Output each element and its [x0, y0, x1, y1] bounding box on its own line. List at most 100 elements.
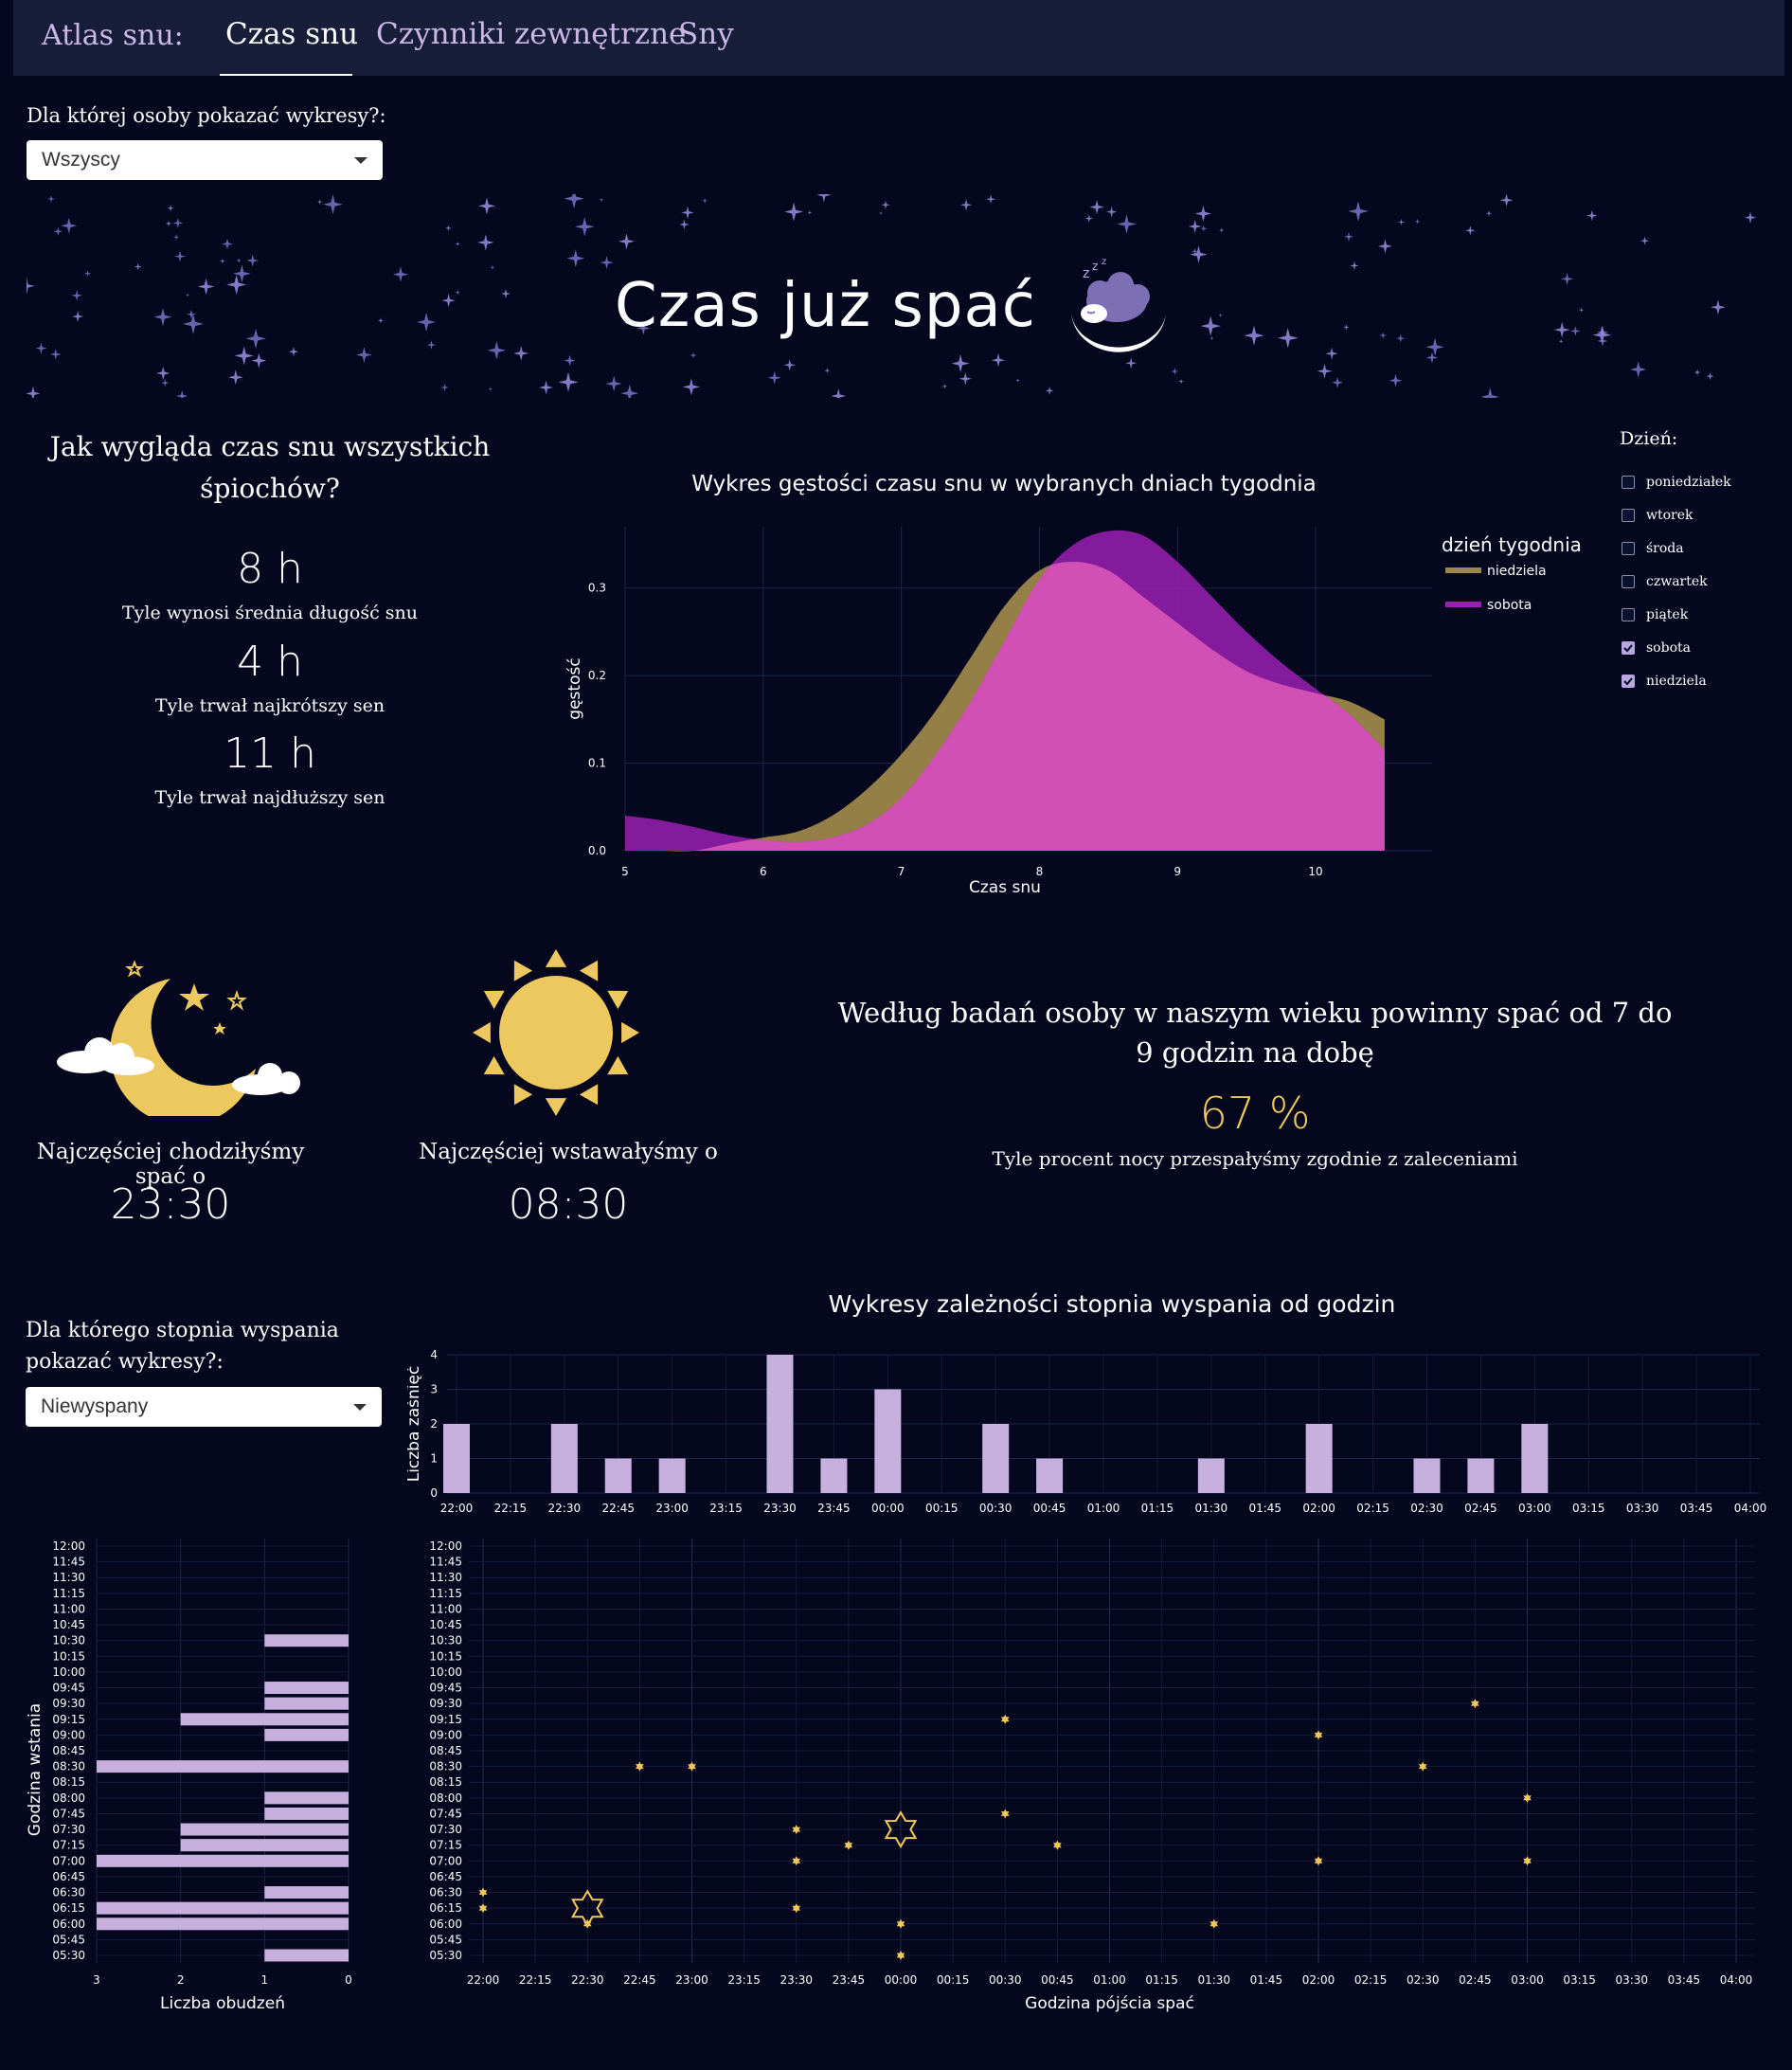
- x-tick-label: 23:00: [675, 1973, 708, 1987]
- rested-select-label: Dla którego stopnia wyspania pokazać wyk…: [26, 1319, 339, 1374]
- tab-czynniki-zewnetrzne[interactable]: Czynniki zewnętrzne: [376, 17, 687, 51]
- day-checkbox[interactable]: [1622, 607, 1635, 621]
- y-tick-label: 10:15: [429, 1649, 462, 1663]
- star-icon: [392, 266, 409, 282]
- x-tick-label: 00:15: [925, 1502, 959, 1515]
- moon-with-clouds-icon: [57, 960, 300, 1116]
- avg-sleep-caption: Tyle wynosi średnia długość snu: [121, 603, 419, 623]
- bar-07:00: [97, 1854, 349, 1867]
- y-tick-label: 0.1: [588, 757, 606, 770]
- day-checkbox[interactable]: [1622, 508, 1635, 522]
- bar-05:30: [264, 1949, 349, 1962]
- chevron-down-icon: [354, 156, 367, 164]
- x-tick-label: 0: [345, 1973, 352, 1987]
- star-icon: [1592, 325, 1612, 345]
- star-icon: [951, 354, 970, 373]
- star-icon: [455, 241, 460, 246]
- star-icon: [1561, 272, 1574, 285]
- day-checkbox[interactable]: [1622, 674, 1635, 688]
- scatter-point: [1053, 1840, 1062, 1850]
- day-checkbox[interactable]: [1622, 541, 1635, 555]
- sun-ray: [621, 1021, 639, 1044]
- rested-select[interactable]: Niewyspany: [26, 1387, 382, 1427]
- star-icon: [1553, 321, 1570, 338]
- legend-label-niedziela: niedziela: [1487, 564, 1547, 579]
- scatter-point: [1523, 1792, 1532, 1803]
- y-tick-label: 08:00: [52, 1791, 85, 1805]
- day-option-3[interactable]: czwartek: [1622, 565, 1731, 598]
- day-option-6[interactable]: niedziela: [1622, 664, 1731, 697]
- scatter-point-large: [884, 1810, 918, 1849]
- star-icon: [679, 219, 690, 230]
- star-icon: [1744, 211, 1757, 224]
- star-icon: [172, 218, 184, 228]
- star-icon: [1244, 325, 1264, 346]
- bar-02:30: [1413, 1458, 1441, 1493]
- bar-23:30: [766, 1355, 794, 1493]
- x-tick-label: 01:45: [1250, 1973, 1283, 1987]
- day-label: środa: [1646, 540, 1684, 556]
- star-icon: [488, 387, 493, 391]
- star-icon: [1425, 351, 1439, 364]
- y-tick-label: 12:00: [52, 1539, 85, 1553]
- falling-asleep-bar-chart: Wykresy zależności stopnia wyspania od g…: [407, 1290, 1766, 1515]
- y-tick-label: 11:15: [52, 1587, 85, 1600]
- day-option-1[interactable]: wtorek: [1622, 498, 1731, 531]
- scatter-point: [1418, 1761, 1427, 1772]
- tab-sny[interactable]: Sny: [678, 17, 734, 51]
- day-checkbox[interactable]: [1622, 475, 1635, 489]
- banner-title: Czas już spać: [615, 271, 1036, 341]
- y-tick-label: 08:45: [429, 1744, 462, 1757]
- star-icon: [991, 353, 1006, 368]
- day-label: czwartek: [1646, 573, 1708, 589]
- y-tick-label: 11:30: [429, 1571, 462, 1584]
- bar-22:45: [604, 1458, 632, 1493]
- legend-title: dzień tygodnia: [1442, 533, 1582, 556]
- star-icon: [316, 199, 323, 205]
- star-icon: [879, 211, 884, 215]
- star-icon: [1178, 378, 1184, 385]
- bed-time-caption: Najczęściej chodziłyśmy spać o: [36, 1140, 305, 1189]
- y-tick-label: 11:15: [429, 1587, 462, 1600]
- x-tick-label: 00:00: [885, 1973, 918, 1987]
- bar-09:15: [180, 1713, 349, 1726]
- tab-czas-snu[interactable]: Czas snu: [225, 17, 359, 51]
- y-tick-label: 07:30: [429, 1823, 462, 1836]
- x-axis-label: Liczba obudzeń: [160, 1994, 285, 2013]
- max-sleep-value: 11 h: [224, 729, 316, 778]
- star-icon: [784, 202, 804, 222]
- stats-heading: Jak wygląda czas snu wszystkich śpiochów…: [49, 431, 491, 504]
- star-icon: [155, 366, 170, 381]
- day-checkbox[interactable]: [1622, 574, 1635, 588]
- y-tick-label: 06:00: [429, 1917, 462, 1931]
- x-tick-label: 00:15: [937, 1973, 970, 1987]
- star-icon: [881, 200, 890, 209]
- person-select[interactable]: Wszyscy: [27, 140, 383, 180]
- day-option-2[interactable]: środa: [1622, 531, 1731, 565]
- x-tick-label: 02:30: [1407, 1973, 1440, 1987]
- day-option-0[interactable]: poniedziałek: [1622, 465, 1731, 498]
- y-tick-label: 10:30: [52, 1634, 85, 1647]
- x-tick-label: 10: [1308, 865, 1322, 878]
- day-label: sobota: [1646, 639, 1691, 656]
- day-option-4[interactable]: piątek: [1622, 598, 1731, 631]
- svg-text:z: z: [1092, 260, 1098, 273]
- y-tick-label: 07:45: [52, 1807, 85, 1820]
- day-checkbox[interactable]: [1622, 640, 1635, 655]
- y-tick-label: 06:30: [52, 1886, 85, 1899]
- star-icon: [1084, 214, 1094, 223]
- x-axis-label: Czas snu: [969, 878, 1041, 897]
- bar-06:15: [97, 1901, 349, 1915]
- x-tick-label: 5: [621, 865, 629, 878]
- star-icon: [53, 226, 63, 236]
- star-icon: [513, 346, 529, 361]
- x-tick-label: 03:30: [1626, 1502, 1659, 1515]
- day-option-5[interactable]: sobota: [1622, 631, 1731, 664]
- y-tick-label: 3: [430, 1383, 438, 1396]
- rested-select-value: Niewyspany: [41, 1395, 149, 1417]
- star-icon: [1125, 357, 1138, 369]
- star-icon: [824, 368, 831, 374]
- stars-background: [18, 188, 1757, 406]
- sun-ray: [545, 1098, 567, 1116]
